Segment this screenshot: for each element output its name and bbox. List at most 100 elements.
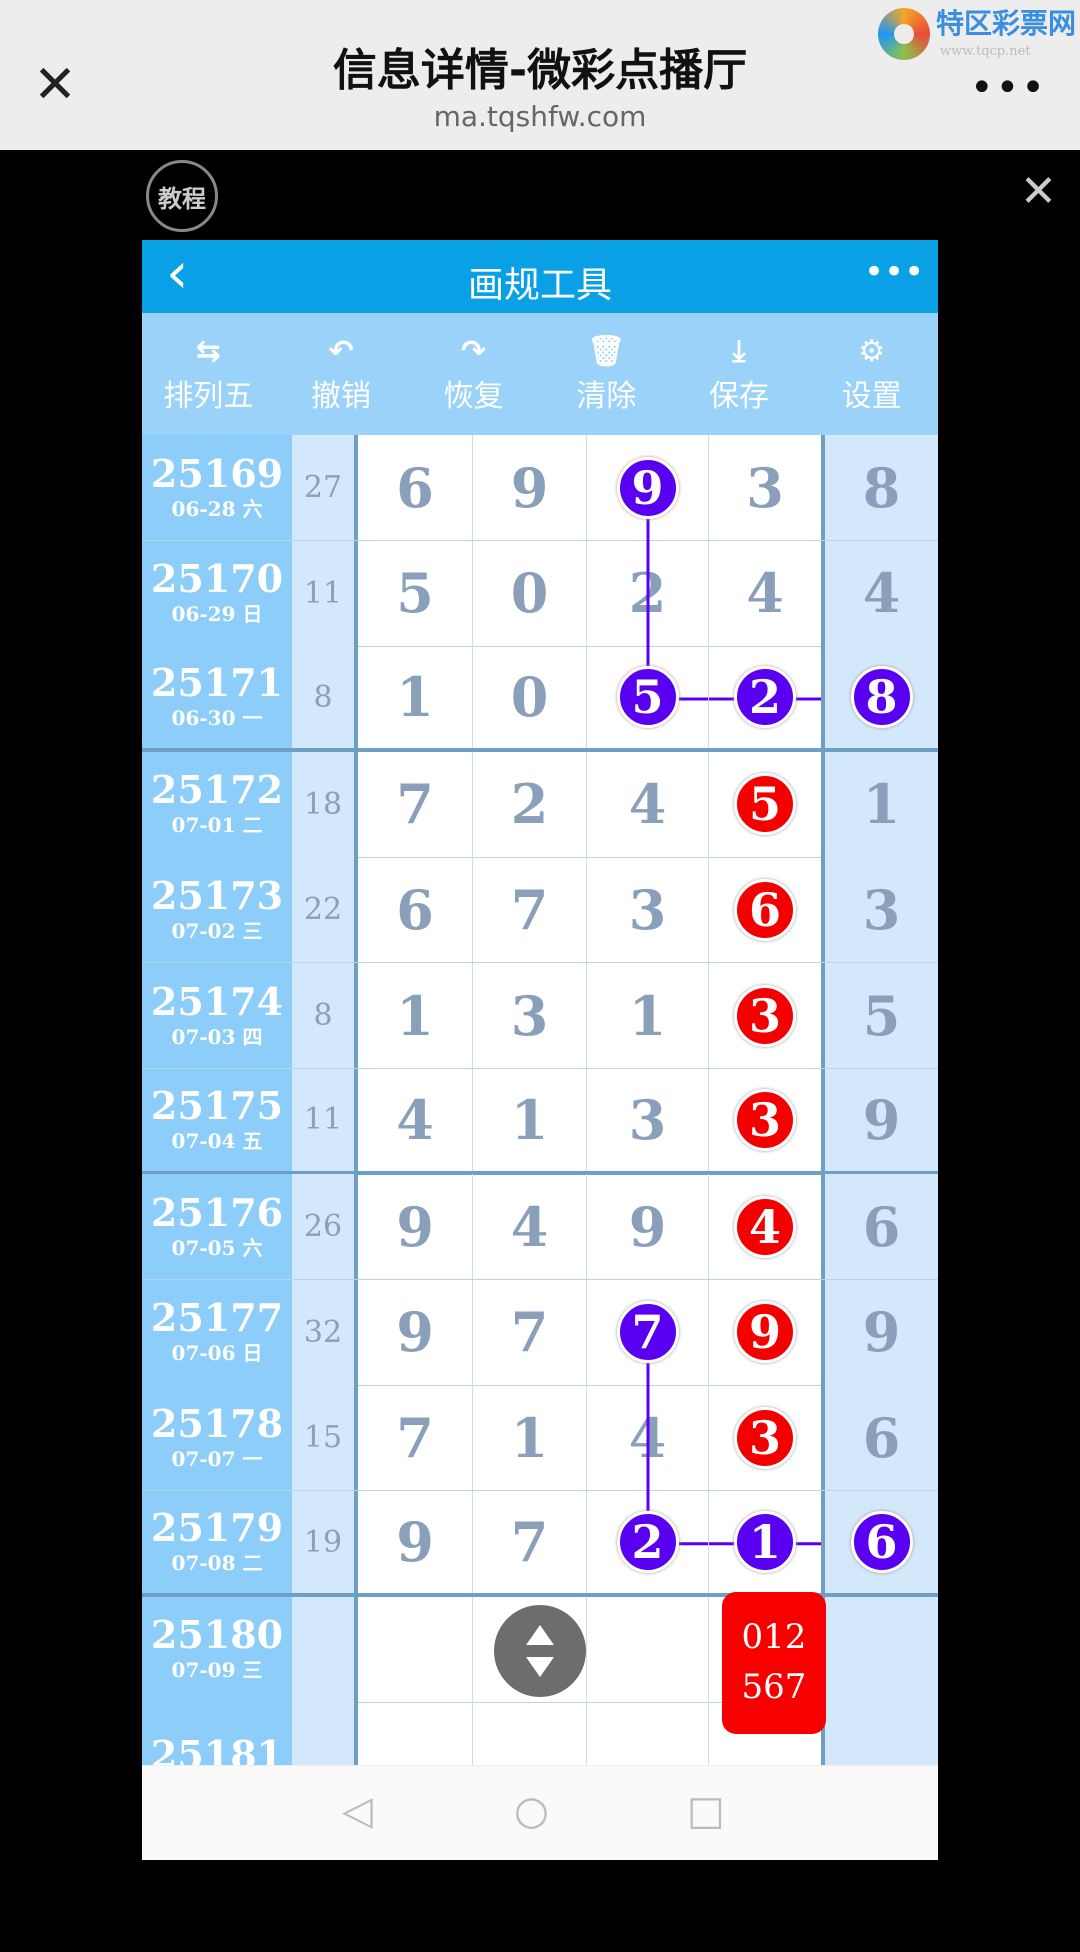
digit-cell[interactable]: 4	[709, 540, 825, 646]
red-marked-ball[interactable]: 3	[734, 1406, 796, 1469]
red-marked-ball[interactable]: 5	[734, 773, 796, 836]
digit-cell[interactable]	[587, 1596, 709, 1702]
digit-cell[interactable]: 3	[709, 963, 825, 1068]
chevron-left-icon[interactable]: ‹	[166, 241, 189, 306]
red-marked-ball[interactable]: 9	[734, 1301, 796, 1364]
digit-cell[interactable]: 6	[825, 1385, 938, 1491]
red-marked-ball[interactable]: 3	[734, 1088, 796, 1151]
logo-swirl-icon	[878, 8, 930, 60]
digit-cell[interactable]: 9	[587, 1174, 709, 1280]
red-marked-ball[interactable]: 4	[734, 1195, 796, 1258]
close-icon[interactable]: ✕	[33, 55, 77, 115]
digit-cell[interactable]: 6	[358, 435, 473, 540]
digit-cell[interactable]: 9	[587, 435, 709, 540]
digit-cell[interactable]: 3	[709, 1385, 825, 1491]
purple-marked-ball[interactable]: 6	[850, 1511, 913, 1573]
digit-cell[interactable]: 0	[473, 646, 587, 749]
digit-cell[interactable]: 8	[825, 646, 938, 749]
scroll-toggle-button[interactable]	[494, 1605, 586, 1697]
issue-cell: 25169 06-28 六	[142, 435, 292, 540]
digit-cell[interactable]: 5	[587, 646, 709, 749]
purple-marked-ball[interactable]: 2	[734, 666, 796, 729]
digit-cell[interactable]: 7	[358, 1385, 473, 1491]
digit-cell[interactable]	[587, 1702, 709, 1765]
digit-cell[interactable]: 3	[709, 435, 825, 540]
digit-cell[interactable]: 4	[709, 1174, 825, 1280]
toolbar-button-4[interactable]: ⤓ 保存	[673, 313, 806, 435]
digit-cell[interactable]: 9	[358, 1174, 473, 1280]
digit-cell[interactable]: 4	[358, 1068, 473, 1171]
tutorial-button[interactable]: 教程	[146, 160, 218, 232]
digit-cell[interactable]: 5	[709, 751, 825, 857]
digit-cell[interactable]: 1	[473, 1068, 587, 1171]
more-icon[interactable]: •••	[864, 252, 925, 292]
digit-cell[interactable]: 7	[473, 857, 587, 963]
digit-cell[interactable]: 9	[825, 1068, 938, 1171]
overlay-close-icon[interactable]: ✕	[1020, 166, 1057, 217]
digit-cell[interactable]: 1	[358, 963, 473, 1068]
digit-cell[interactable]	[473, 1596, 587, 1702]
nav-recent-icon[interactable]: □	[687, 1788, 725, 1834]
digit-cell[interactable]	[358, 1702, 473, 1765]
digit-cell[interactable]: 3	[587, 1068, 709, 1171]
nav-back-icon[interactable]: ◁	[342, 1788, 373, 1834]
digit-cell[interactable]	[358, 1596, 473, 1702]
digit-cell[interactable]: 8	[825, 435, 938, 540]
digit-cell[interactable]: 2	[709, 646, 825, 749]
toolbar-button-2[interactable]: ↷ 恢复	[407, 313, 540, 435]
digit-cell[interactable]: 1	[825, 751, 938, 857]
red-marked-ball[interactable]: 6	[734, 878, 796, 941]
digit-cell[interactable]: 0	[473, 540, 587, 646]
digit-cell[interactable]: 1	[358, 646, 473, 749]
digit-cell[interactable]: 7	[358, 751, 473, 857]
digit-cell[interactable]: 3	[473, 963, 587, 1068]
digit-cell[interactable]: 1	[473, 1385, 587, 1491]
toolbar-button-1[interactable]: ↶ 撤销	[275, 313, 408, 435]
digit-cell[interactable]: 4	[587, 751, 709, 857]
red-marked-ball[interactable]: 3	[734, 984, 796, 1047]
digit-cell[interactable]: 9	[709, 1279, 825, 1385]
toolbar-button-5[interactable]: ⚙ 设置	[805, 313, 938, 435]
digit-cell[interactable]: 2	[587, 1491, 709, 1593]
digit-cell[interactable]: 1	[587, 963, 709, 1068]
purple-marked-ball[interactable]: 1	[734, 1511, 796, 1573]
digit-cell[interactable]	[473, 1702, 587, 1765]
digit-cell[interactable]: 9	[825, 1279, 938, 1385]
purple-marked-ball[interactable]: 9	[616, 456, 679, 519]
prediction-badge[interactable]: 012 567	[722, 1592, 826, 1734]
purple-marked-ball[interactable]: 5	[616, 666, 679, 729]
issue-number: 25170	[150, 556, 284, 602]
digit-cell[interactable]	[825, 1596, 938, 1702]
digit-cell[interactable]: 7	[587, 1279, 709, 1385]
digit-cell[interactable]: 3	[825, 857, 938, 963]
digit-cell[interactable]: 6	[825, 1174, 938, 1280]
digit-cell[interactable]: 6	[709, 857, 825, 963]
purple-marked-ball[interactable]: 7	[616, 1301, 679, 1364]
digit-cell[interactable]: 7	[473, 1279, 587, 1385]
digit-cell[interactable]: 5	[358, 540, 473, 646]
digit-cell[interactable]: 5	[825, 963, 938, 1068]
digit-cell[interactable]: 9	[358, 1279, 473, 1385]
more-icon[interactable]: •••	[970, 65, 1047, 111]
digit-cell[interactable]: 9	[358, 1491, 473, 1593]
digit-cell[interactable]: 9	[473, 435, 587, 540]
digit-cell[interactable]: 2	[473, 751, 587, 857]
digit-cell[interactable]: 4	[473, 1174, 587, 1280]
digit-cell[interactable]: 1	[709, 1491, 825, 1593]
toolbar-button-3[interactable]: 🗑 清除	[540, 313, 673, 435]
digit-cell[interactable]: 3	[709, 1068, 825, 1171]
digit-cell[interactable]: 7	[473, 1491, 587, 1593]
purple-marked-ball[interactable]: 8	[850, 666, 913, 729]
toolbar-button-0[interactable]: ⇆ 排列五	[142, 313, 275, 435]
purple-marked-ball[interactable]: 2	[616, 1511, 679, 1573]
digit-cell[interactable]: 3	[587, 857, 709, 963]
nav-home-icon[interactable]: ○	[514, 1788, 549, 1834]
digit-cell[interactable]: 6	[825, 1491, 938, 1593]
digit-cell[interactable]	[709, 1702, 825, 1765]
digit-cell[interactable]: 6	[358, 857, 473, 963]
digit-cell[interactable]: 4	[825, 540, 938, 646]
digit-cell[interactable]	[825, 1702, 938, 1765]
